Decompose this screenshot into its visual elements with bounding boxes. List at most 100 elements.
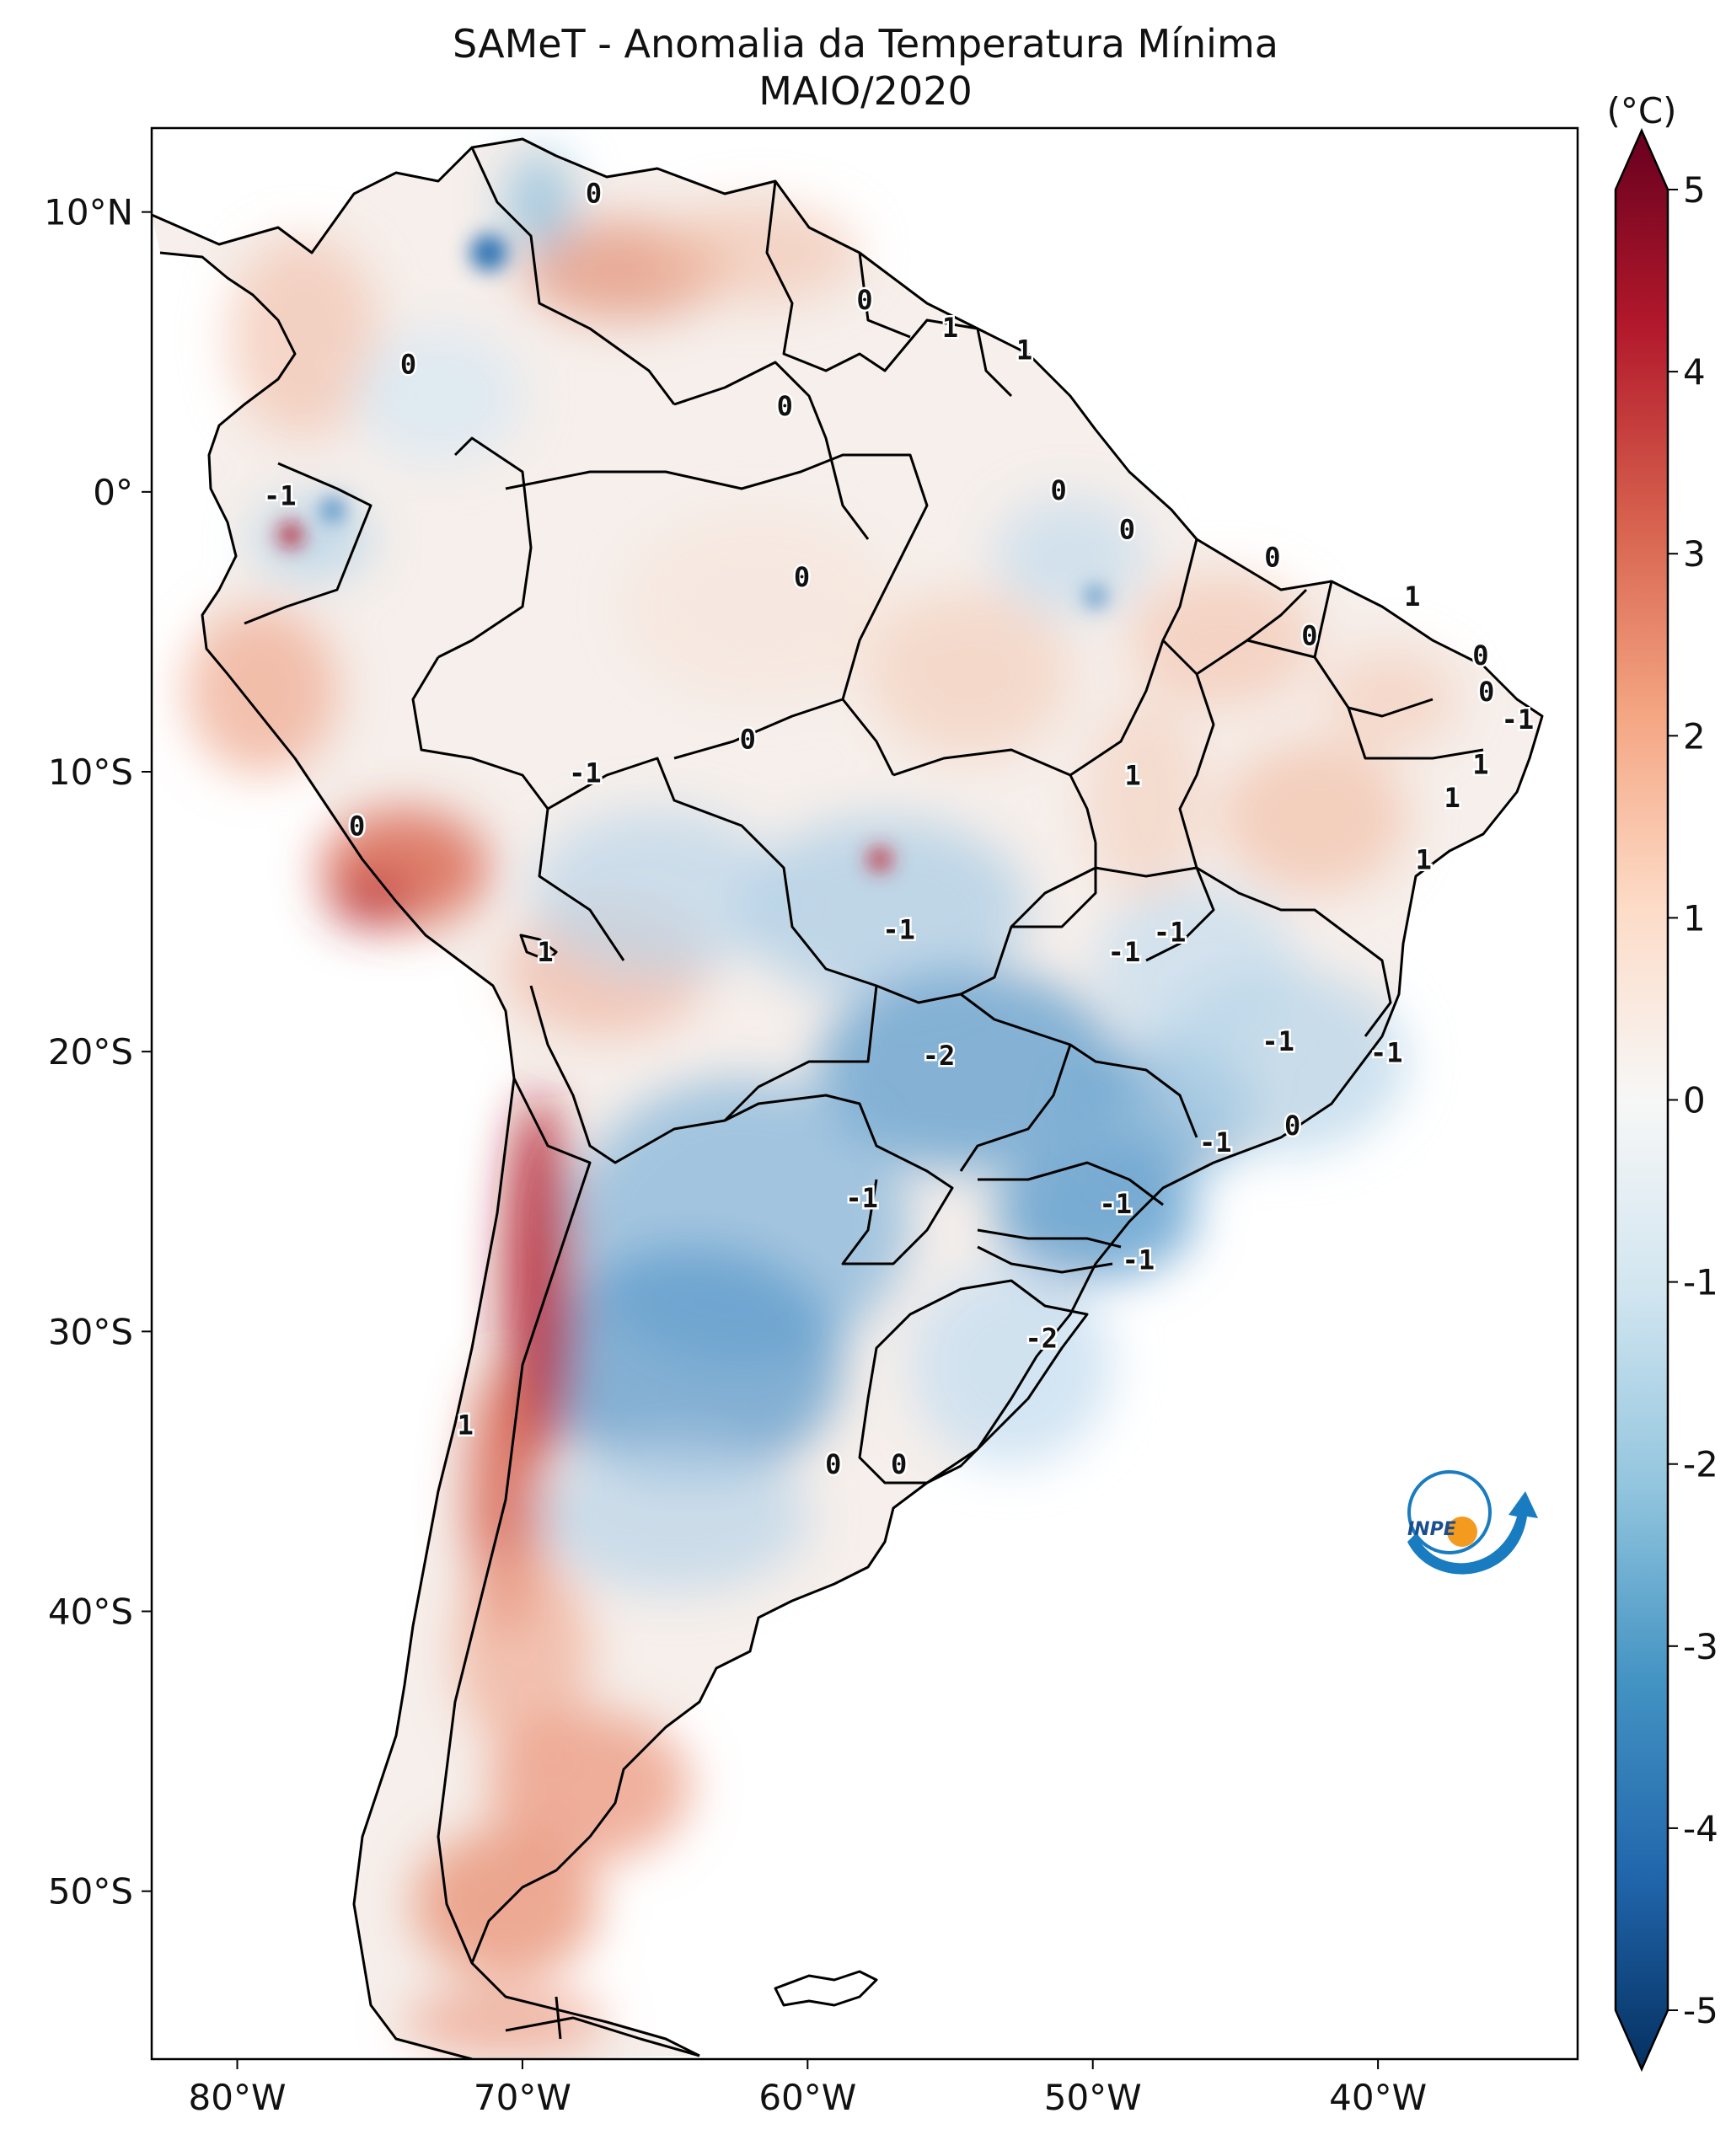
contour-label: 0 xyxy=(891,1448,907,1480)
contour-label: -2 xyxy=(923,1040,956,1072)
logo-text: INPE xyxy=(1407,1519,1456,1540)
lake-titicaca xyxy=(519,934,558,962)
contour-label: 1 xyxy=(458,1409,474,1441)
colorbar-tick-label: -2 xyxy=(1683,1444,1718,1485)
contour-label: -1 xyxy=(1108,936,1141,968)
map-title: SAMeT - Anomalia da Temperatura Mínima xyxy=(453,21,1278,67)
border-ecuador xyxy=(244,462,372,625)
colorbar: (°C) 5 4 3 2 1 0 -1 -2 -3 -4 -5 xyxy=(1606,90,1718,2073)
y-tick-label: 50°S xyxy=(48,1871,133,1913)
contour-label: -1 xyxy=(1199,1126,1232,1158)
colorbar-tick-label: 0 xyxy=(1683,1080,1706,1121)
y-tick-label: 20°S xyxy=(48,1031,133,1073)
y-tick-label: 10°S xyxy=(48,752,133,793)
contour-label: -1 xyxy=(845,1182,878,1214)
logo-ring xyxy=(1407,1470,1492,1554)
contour-label: 0 xyxy=(1478,676,1494,708)
x-tick-label: 60°W xyxy=(758,2077,856,2118)
contour-label: 0 xyxy=(1284,1110,1300,1142)
contour-label: -1 xyxy=(1154,917,1187,949)
contour-label: 0 xyxy=(856,284,872,316)
colorbar-units-label: (°C) xyxy=(1606,90,1676,131)
map-axes-border xyxy=(150,126,1579,2061)
contour-label: 1 xyxy=(1472,748,1488,780)
border-brazil-venezuela xyxy=(673,361,870,540)
contour-label: -1 xyxy=(1123,1244,1155,1276)
border-colombia-brazil xyxy=(437,436,533,659)
colorbar-tick-label: 1 xyxy=(1683,897,1706,939)
colorbar-tick-label: -1 xyxy=(1683,1262,1718,1303)
contour-label: -1 xyxy=(264,479,297,511)
contour-label: 0 xyxy=(794,561,810,593)
contour-label: 0 xyxy=(349,810,365,842)
logo-swoosh-icon xyxy=(1407,1491,1538,1575)
colorbar-body xyxy=(1614,127,1669,2073)
border-peru-brazil xyxy=(411,656,625,961)
inpe-logo: INPE xyxy=(1407,1470,1538,1575)
longitude-axis: 80°W 70°W 60°W 50°W 40°W xyxy=(189,2059,1427,2118)
contour-label: -1 xyxy=(1262,1025,1294,1057)
contour-label: 0 xyxy=(400,348,416,380)
political-borders xyxy=(152,137,1544,2059)
contour-label: 0 xyxy=(740,723,756,755)
anomaly-field xyxy=(185,152,1458,2056)
contour-label: 0 xyxy=(777,390,793,422)
border-colombia-venezuela xyxy=(470,147,676,405)
x-tick-label: 50°W xyxy=(1044,2077,1142,2118)
contour-label: 0 xyxy=(586,178,602,210)
state-borders-south xyxy=(977,1245,1113,1274)
contour-label: -2 xyxy=(1026,1322,1058,1354)
colorbar-tick-label: 5 xyxy=(1683,169,1706,211)
contour-label: 0 xyxy=(825,1448,841,1480)
contour-label: 0 xyxy=(1050,474,1066,506)
colorbar-tick-label: 2 xyxy=(1683,715,1706,757)
contour-label: 0 xyxy=(1119,513,1135,545)
contour-label: 1 xyxy=(1404,580,1420,613)
x-tick-label: 40°W xyxy=(1329,2077,1427,2118)
contour-label: 0 xyxy=(1301,620,1317,652)
contour-label: -1 xyxy=(1370,1036,1403,1068)
anomaly-spots xyxy=(279,234,1106,871)
contour-label: -1 xyxy=(569,757,602,789)
y-tick-label: 10°N xyxy=(44,192,133,233)
state-borders-southeast xyxy=(959,992,1198,1249)
latitude-axis: 10°N 0° 10°S 20°S 30°S 40°S 50°S xyxy=(44,192,152,1913)
continent-outline xyxy=(152,137,1544,2057)
colorbar-tick-label: -4 xyxy=(1683,1808,1718,1849)
border-uruguay xyxy=(858,1279,1089,1485)
y-tick-label: 40°S xyxy=(48,1592,133,1633)
border-chile-argentina xyxy=(437,1078,592,1964)
contour-label: 1 xyxy=(942,312,958,344)
contour-label: -1 xyxy=(882,913,915,945)
border-bolivia xyxy=(529,757,878,1164)
x-tick-label: 80°W xyxy=(189,2077,287,2118)
pacific-coast xyxy=(159,251,516,2059)
contour-label: -1 xyxy=(1502,704,1535,736)
contour-label: 0 xyxy=(1264,542,1280,574)
state-borders-center xyxy=(876,843,1392,1037)
colorbar-tick-label: 4 xyxy=(1683,351,1706,393)
colorbar-ticks: 5 4 3 2 1 0 -1 -2 -3 -4 -5 xyxy=(1668,169,1718,2031)
y-tick-label: 0° xyxy=(93,472,133,513)
state-borders-northeast xyxy=(1069,538,1484,869)
contour-label: -1 xyxy=(1100,1188,1133,1220)
colorbar-tick-label: -5 xyxy=(1683,1990,1718,2031)
state-borders-north xyxy=(505,453,1097,843)
border-paraguay xyxy=(724,1094,954,1265)
colorbar-tick-label: 3 xyxy=(1683,533,1706,575)
contour-label: 1 xyxy=(1016,334,1032,366)
logo-sun-icon xyxy=(1447,1517,1477,1547)
tierra-del-fuego xyxy=(505,1996,700,2057)
contour-label: 1 xyxy=(537,936,553,968)
x-tick-label: 70°W xyxy=(474,2077,571,2118)
colorbar-tick-label: -3 xyxy=(1683,1626,1718,1667)
contour-label: 1 xyxy=(1124,760,1140,792)
contour-label: 1 xyxy=(1444,782,1460,814)
contour-label: 1 xyxy=(1416,843,1432,875)
border-guianas xyxy=(765,180,1013,398)
y-tick-label: 30°S xyxy=(48,1311,133,1352)
contour-label: 0 xyxy=(1472,639,1488,671)
map-subtitle: MAIO/2020 xyxy=(758,68,973,114)
